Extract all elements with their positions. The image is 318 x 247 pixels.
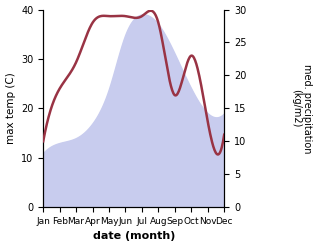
Y-axis label: max temp (C): max temp (C): [5, 72, 16, 144]
X-axis label: date (month): date (month): [93, 231, 175, 242]
Y-axis label: med. precipitation
(kg/m2): med. precipitation (kg/m2): [291, 64, 313, 153]
